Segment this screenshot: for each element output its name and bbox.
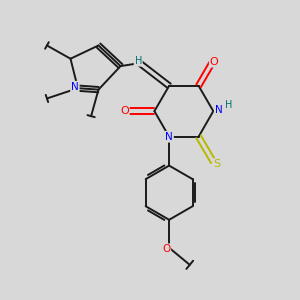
Text: H: H xyxy=(134,56,142,66)
Text: O: O xyxy=(210,57,219,67)
Text: H: H xyxy=(225,100,232,110)
Text: O: O xyxy=(162,244,170,254)
Text: N: N xyxy=(71,82,79,92)
Text: S: S xyxy=(213,159,220,169)
Text: N: N xyxy=(165,132,173,142)
Text: N: N xyxy=(215,105,223,115)
Text: O: O xyxy=(120,106,129,116)
